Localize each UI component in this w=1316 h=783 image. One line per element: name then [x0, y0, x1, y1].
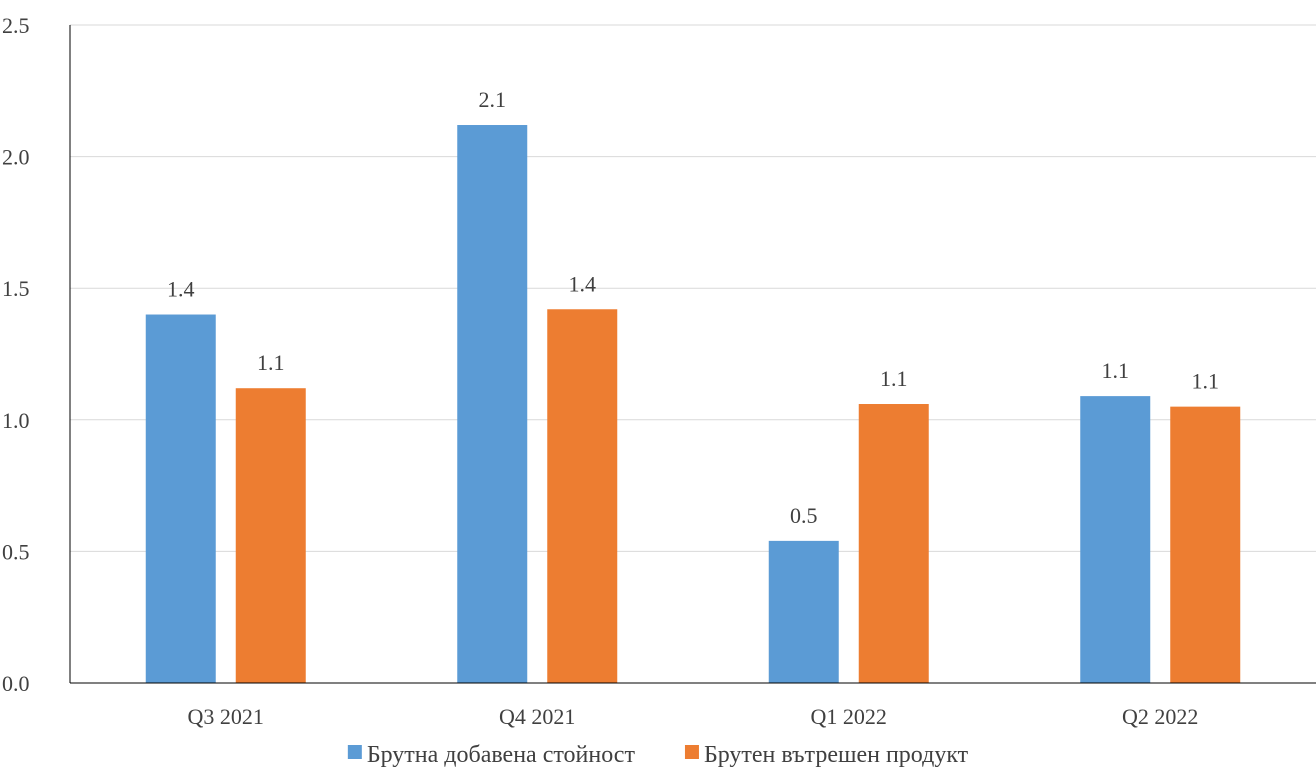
legend-swatch-series-2 [684, 745, 699, 759]
data-label: 2.1 [479, 87, 507, 112]
legend: Брутна добавена стойност Брутен вътрешен… [347, 742, 969, 768]
data-label: 1.1 [1192, 369, 1220, 394]
legend-swatch-series-1 [347, 745, 362, 759]
y-tick-label: 1.5 [2, 276, 30, 301]
axes [69, 25, 1316, 684]
bar-series-2-q2-2022 [1170, 406, 1241, 683]
bar-series-2-q1-2022 [858, 404, 929, 683]
bar-series-2-q3-2021 [235, 388, 306, 683]
data-label: 1.4 [167, 277, 195, 302]
data-label: 1.1 [880, 366, 908, 391]
data-label: 0.5 [790, 503, 818, 528]
bar-series-1-q1-2022 [768, 540, 839, 683]
x-tick-label: Q4 2021 [499, 704, 575, 729]
data-label: 1.4 [569, 271, 597, 296]
y-tick-label: 2.0 [2, 145, 30, 170]
y-tick-label: 0.5 [2, 539, 30, 564]
x-axis-ticks: Q3 2021 Q4 2021 Q1 2022 Q2 2022 [188, 704, 1199, 729]
y-tick-label: 2.5 [2, 13, 30, 38]
data-label: 1.1 [257, 350, 285, 375]
legend-label-series-2: Брутен вътрешен продукт [704, 742, 969, 768]
x-tick-label: Q2 2022 [1122, 704, 1198, 729]
bar-series-1-q2-2022 [1080, 396, 1151, 683]
data-label: 1.1 [1102, 358, 1130, 383]
legend-label-series-1: Брутна добавена стойност [367, 742, 636, 768]
x-tick-label: Q3 2021 [188, 704, 264, 729]
data-labels: 1.4 1.1 2.1 1.4 0.5 1.1 1.1 1.1 [167, 87, 1219, 528]
bars [145, 125, 1241, 684]
x-tick-label: Q1 2022 [811, 704, 887, 729]
y-tick-label: 1.0 [2, 408, 30, 433]
bar-series-1-q4-2021 [457, 125, 528, 684]
bar-series-2-q4-2021 [547, 309, 618, 683]
bar-series-1-q3-2021 [145, 314, 216, 683]
y-axis-ticks: 0.0 0.5 1.0 1.5 2.0 2.5 [2, 13, 30, 696]
y-tick-label: 0.0 [2, 671, 30, 696]
